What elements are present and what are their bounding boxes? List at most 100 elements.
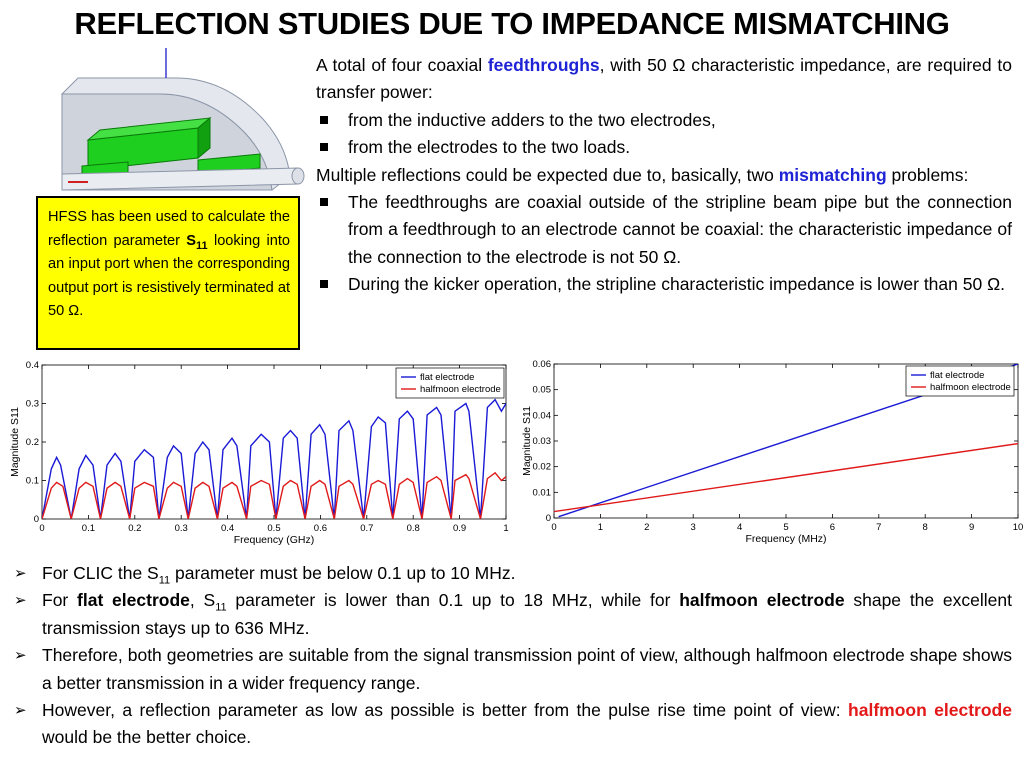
s11-ghz-chart: 0 0.1 0.2 0.3 0.4 0.5 0.6 0.7 0.8 0.9 1 0 0.1 0.2 0.3 0… xyxy=(9,360,509,546)
series-line-flat xyxy=(42,398,506,519)
y-tick-label: 0.06 xyxy=(533,359,552,370)
x-tick-label: 0.8 xyxy=(407,523,420,534)
intro-text: A total of four coaxial feedthroughs, wi… xyxy=(316,52,1012,299)
hfss-sub: 11 xyxy=(196,239,208,252)
bullet-text: from the inductive adders to the two ele… xyxy=(348,109,716,130)
conclusions-list: ➢ For CLIC the S11 parameter must be belo… xyxy=(14,560,1012,752)
legend-label: halfmoon electrode xyxy=(420,384,501,395)
x-tick-label: 0.9 xyxy=(453,523,466,534)
series-line-halfmoon xyxy=(42,471,506,519)
x-tick-label: 8 xyxy=(923,522,928,533)
arrow-bullet-icon: ➢ xyxy=(14,565,27,582)
paragraph-mismatching: Multiple reflections could be expected d… xyxy=(316,162,1012,189)
conclusion-item: ➢ For flat electrode, S11 parameter is lo… xyxy=(14,587,1012,642)
text: Multiple reflections could be expected d… xyxy=(316,164,779,185)
hfss-text-2: looking into an input port when the corr… xyxy=(48,232,291,320)
bullet-text: During the kicker operation, the stripli… xyxy=(348,274,1006,295)
x-tick-label: 0.3 xyxy=(175,523,188,534)
flat-electrode-bold: flat electrode xyxy=(77,590,190,611)
x-tick-label: 0 xyxy=(551,522,556,533)
halfmoon-electrode-bold: halfmoon electrode xyxy=(679,590,845,611)
x-tick-label: 5 xyxy=(783,522,788,533)
x-tick-label: 3 xyxy=(691,522,696,533)
s11-mhz-chart: 0 1 2 3 4 5 6 7 8 9 10 0 0.01 0.02 0.03 0.04 0.05 0.06 Fre… xyxy=(521,359,1024,545)
text: , S xyxy=(189,590,216,611)
x-tick-label: 0 xyxy=(39,523,44,534)
bullet-text: The feedthroughs are coaxial outside of … xyxy=(348,192,1012,267)
y-tick-label: 0.4 xyxy=(26,360,39,371)
text: For xyxy=(42,590,78,611)
x-tick-label: 4 xyxy=(737,522,742,533)
x-tick-label: 7 xyxy=(876,522,881,533)
legend-label: flat electrode xyxy=(420,372,474,383)
bullet-text: from the electrodes to the two loads. xyxy=(348,137,631,158)
feedthroughs-highlight: feedthroughs xyxy=(487,55,600,75)
legend-box xyxy=(395,367,505,399)
y-tick-label: 0.04 xyxy=(533,410,552,421)
x-tick-label: 1 xyxy=(598,522,603,533)
text: Therefore, both geometries are suitable … xyxy=(42,645,1012,693)
y-axis-label: Magnitude S11 xyxy=(521,406,533,476)
square-bullet-icon xyxy=(320,143,328,152)
x-tick-label: 0.1 xyxy=(82,523,95,534)
y-tick-label: 0.01 xyxy=(533,487,552,498)
x-tick-label: 0.4 xyxy=(221,523,234,534)
legend-label: halfmoon electrode xyxy=(930,382,1011,393)
x-tick-label: 1 xyxy=(503,523,508,534)
text: would be the better choice. xyxy=(42,727,252,748)
x-axis-label: Frequency (GHz) xyxy=(234,534,315,546)
bullet-item: During the kicker operation, the stripli… xyxy=(316,271,1012,298)
y-tick-label: 0.03 xyxy=(533,436,552,447)
slide-title: REFLECTION STUDIES DUE TO IMPEDANCE MISM… xyxy=(74,6,950,41)
x-tick-label: 0.2 xyxy=(128,523,141,534)
y-tick-label: 0 xyxy=(546,513,551,524)
bullet-item: from the electrodes to the two loads. xyxy=(316,134,1012,161)
text: parameter must be below 0.1 up to 10 MHz… xyxy=(170,563,516,583)
x-tick-label: 9 xyxy=(969,522,974,533)
y-tick-label: 0.1 xyxy=(26,476,39,487)
square-bullet-icon xyxy=(320,280,328,289)
text: , with 50 Ω characteristic impedance, ar… xyxy=(316,55,1012,103)
hfss-note-box: HFSS has been used to calculate the refl… xyxy=(36,196,300,350)
electrode-3d-model-image xyxy=(48,48,310,196)
conclusion-item: ➢ Therefore, both geometries are suitable… xyxy=(14,642,1012,697)
conclusion-item: ➢ For CLIC the S11 parameter must be belo… xyxy=(14,560,1012,587)
halfmoon-choice-highlight: halfmoon electrode xyxy=(848,700,1012,721)
hfss-s: S xyxy=(186,232,197,249)
x-axis-label: Frequency (MHz) xyxy=(745,533,826,545)
y-tick-label: 0 xyxy=(34,514,39,525)
arrow-bullet-icon: ➢ xyxy=(14,647,27,665)
text: shape the excellent transmission stays u… xyxy=(42,590,1012,638)
conclusion-item: ➢ However, a reflection parameter as low … xyxy=(14,697,1012,752)
arrow-bullet-icon: ➢ xyxy=(14,702,27,720)
square-bullet-icon xyxy=(320,198,328,207)
y-tick-label: 0.3 xyxy=(26,399,39,410)
arrow-bullet-icon: ➢ xyxy=(14,592,27,610)
y-tick-label: 0.02 xyxy=(533,462,552,473)
text: A total of four coaxial xyxy=(316,55,488,75)
y-tick-label: 0.2 xyxy=(26,437,39,448)
text: parameter is lower than 0.1 up to 18 MHz… xyxy=(226,590,680,611)
text: For CLIC the S xyxy=(42,563,159,583)
paragraph-feedthroughs: A total of four coaxial feedthroughs, wi… xyxy=(316,52,1012,107)
text: problems: xyxy=(886,164,969,185)
y-tick-label: 0.05 xyxy=(533,385,552,396)
series-line-halfmoon xyxy=(554,442,1018,513)
bullet-item: The feedthroughs are coaxial outside of … xyxy=(316,189,1012,271)
x-tick-label: 0.5 xyxy=(267,523,280,534)
text: However, a reflection parameter as low a… xyxy=(42,700,849,721)
legend-label: flat electrode xyxy=(930,370,984,381)
bullet-item: from the inductive adders to the two ele… xyxy=(316,107,1012,134)
mismatching-highlight: mismatching xyxy=(778,164,887,185)
x-tick-label: 0.6 xyxy=(314,523,327,534)
square-bullet-icon xyxy=(320,115,328,124)
subscript: 11 xyxy=(158,574,171,587)
x-tick-label: 0.7 xyxy=(360,523,373,534)
legend-box xyxy=(905,365,1015,397)
x-tick-label: 2 xyxy=(644,522,649,533)
x-tick-label: 10 xyxy=(1013,522,1024,533)
x-tick-label: 6 xyxy=(830,522,835,533)
hfss-text-1: HFSS has been used to calculate the refl… xyxy=(48,209,290,249)
subscript: 11 xyxy=(215,601,227,614)
y-axis-label: Magnitude S11 xyxy=(9,407,21,477)
